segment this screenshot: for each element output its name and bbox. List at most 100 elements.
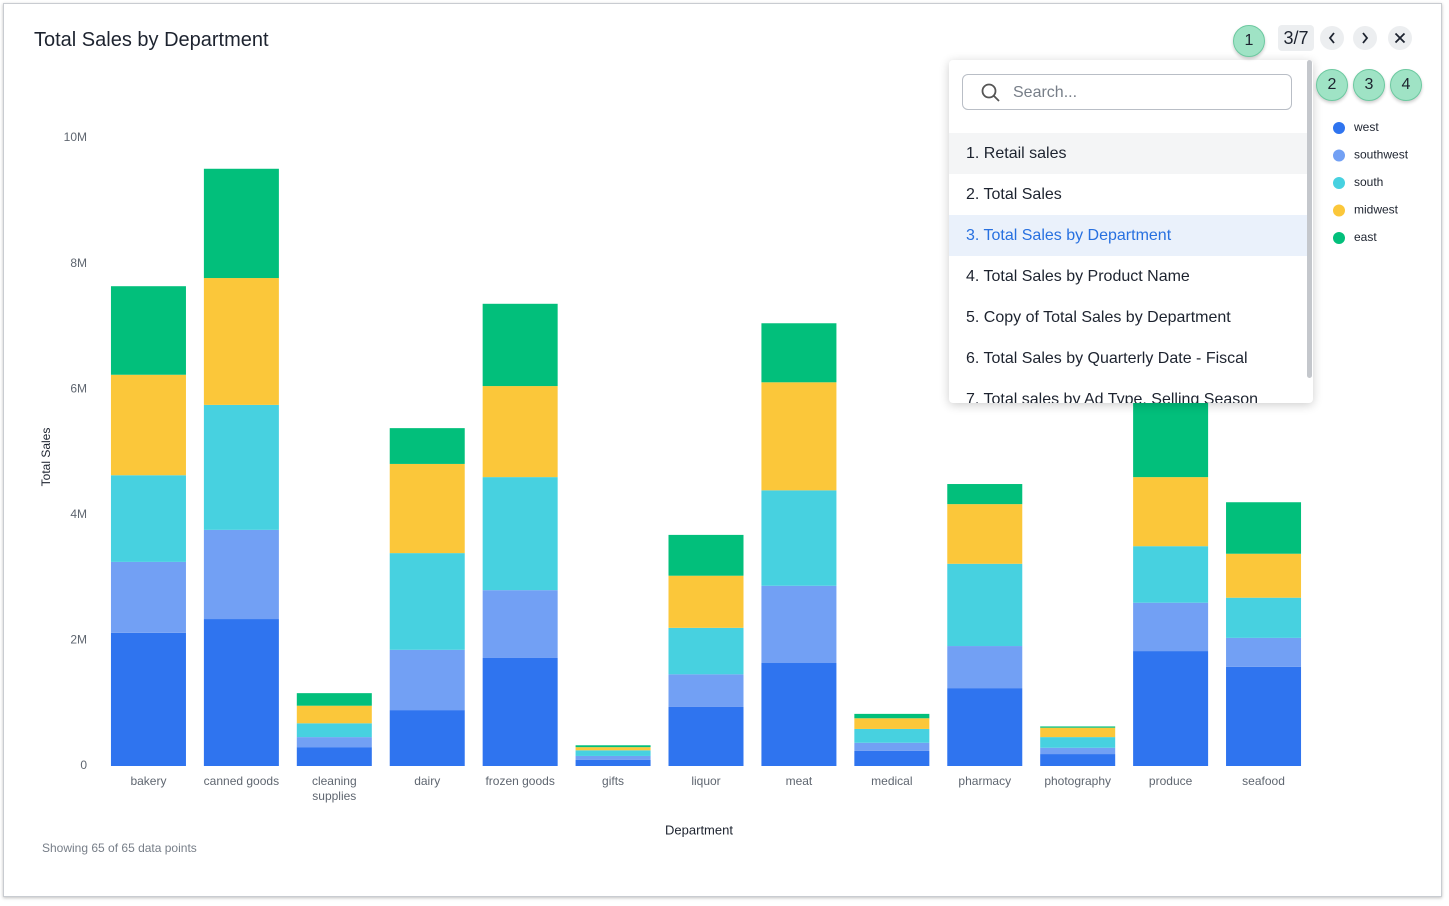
bar-segment <box>296 737 372 748</box>
x-tick-label: meat <box>785 774 813 788</box>
bar-segment <box>947 688 1023 766</box>
bar-segment <box>482 657 558 766</box>
y-tick-label: 2M <box>70 633 87 647</box>
bar-segment <box>110 632 186 766</box>
x-tick-label: produce <box>1148 774 1193 788</box>
bar-segment <box>761 490 837 586</box>
bar-segment <box>296 747 372 766</box>
search-placeholder: Search... <box>1013 84 1078 101</box>
legend-label: midwest <box>1354 203 1399 217</box>
bar-segment <box>1133 477 1209 547</box>
bar-segment <box>1040 726 1116 728</box>
position-indicator: 3/7 <box>1278 25 1314 51</box>
menu-item[interactable]: 4. Total Sales by Product Name <box>966 268 1190 285</box>
x-tick-label: medical <box>871 774 913 788</box>
bar-segment <box>110 475 186 562</box>
footer: Showing 65 of 65 data points <box>42 841 197 855</box>
prev-button[interactable] <box>1320 26 1344 50</box>
prev-icon <box>1328 32 1335 44</box>
legend-marker <box>1333 204 1345 217</box>
bar-segment <box>854 718 930 729</box>
search-icon <box>981 83 1000 102</box>
bar-segment <box>1040 737 1116 748</box>
callout-badge: 2 <box>1316 69 1348 101</box>
bar-segment <box>1226 637 1302 667</box>
bar-segment <box>575 747 651 751</box>
next-button[interactable] <box>1353 26 1377 50</box>
bar-segment <box>854 742 930 751</box>
y-tick-label: 0 <box>80 758 87 772</box>
close-icon <box>1394 32 1406 44</box>
menu-item[interactable]: 1. Retail sales <box>949 133 1307 174</box>
bar-segment <box>389 428 465 464</box>
x-tick-label: bakery <box>130 774 167 788</box>
bar-segment <box>947 484 1023 505</box>
y-tick-label: 4M <box>70 507 87 521</box>
legend-label: southwest <box>1354 148 1409 162</box>
bar-segment <box>482 386 558 478</box>
y-tick-label: 10M <box>64 130 87 144</box>
bar-segment <box>575 750 651 756</box>
x-axis-label: Department <box>665 822 733 837</box>
bar-segment <box>203 619 279 766</box>
bar-segment <box>854 713 930 719</box>
bar-segment <box>1040 754 1116 766</box>
bar-segment <box>1226 666 1302 766</box>
bar-segment <box>575 755 651 760</box>
bar-segment <box>1226 553 1302 598</box>
bar-segment <box>110 374 186 476</box>
bar-segment <box>668 575 744 628</box>
bar-segment <box>668 674 744 707</box>
y-axis-label: Total Sales <box>39 428 53 487</box>
menu-item[interactable]: 5. Copy of Total Sales by Department <box>966 309 1231 326</box>
y-tick-label: 6M <box>70 381 87 395</box>
legend-label: south <box>1354 175 1383 189</box>
legend-marker <box>1333 177 1345 189</box>
legend-marker <box>1333 232 1345 244</box>
x-tick-label: pharmacy <box>958 774 1012 788</box>
bar-segment <box>203 278 279 405</box>
bar-segment <box>947 504 1023 564</box>
bar-segment <box>1133 395 1209 478</box>
callout-badge: 3 <box>1353 69 1385 101</box>
bar-segment <box>110 286 186 375</box>
bar-segment <box>296 693 372 706</box>
bar-segment <box>668 706 744 766</box>
callout-badge: 4 <box>1390 69 1422 101</box>
x-tick-label: photography <box>1044 774 1112 788</box>
bar-segment <box>482 303 558 387</box>
bar-segment <box>1226 597 1302 638</box>
bar-segment <box>575 745 651 748</box>
legend-marker <box>1333 149 1345 162</box>
menu-item[interactable]: 2. Total Sales <box>966 186 1062 203</box>
bar-segment <box>854 728 930 743</box>
bar-segment <box>296 723 372 738</box>
x-tick-label: gifts <box>602 774 625 788</box>
bar-segment <box>389 710 465 766</box>
menu-item[interactable]: 3. Total Sales by Department <box>949 215 1307 256</box>
bar-segment <box>389 463 465 554</box>
legend-label: west <box>1353 120 1379 134</box>
search-box[interactable]: Search... <box>962 74 1292 110</box>
legend-marker <box>1333 122 1345 134</box>
menu-item[interactable]: 7. Total sales by Ad Type, Selling Seaso… <box>966 391 1259 403</box>
bar-segment <box>1133 651 1209 766</box>
x-tick-label: seafood <box>1242 774 1285 788</box>
bar-segment <box>110 561 186 633</box>
bar-segment <box>947 563 1023 647</box>
bar-segment <box>389 649 465 711</box>
bar-segment <box>668 534 744 576</box>
bar-segment <box>1040 747 1116 755</box>
bar-segment <box>1040 727 1116 738</box>
x-tick-label: cleaning supplies <box>311 774 357 803</box>
bar-segment <box>389 553 465 650</box>
x-tick-label: dairy <box>414 774 441 788</box>
scrollbar[interactable] <box>1307 60 1312 378</box>
x-tick-label: frozen goods <box>485 774 555 788</box>
x-tick-label: liquor <box>691 774 721 788</box>
bar-segment <box>1133 546 1209 603</box>
bar-segment <box>761 382 837 491</box>
bar-segment <box>761 663 837 766</box>
menu-item[interactable]: 6. Total Sales by Quarterly Date - Fisca… <box>966 350 1248 367</box>
